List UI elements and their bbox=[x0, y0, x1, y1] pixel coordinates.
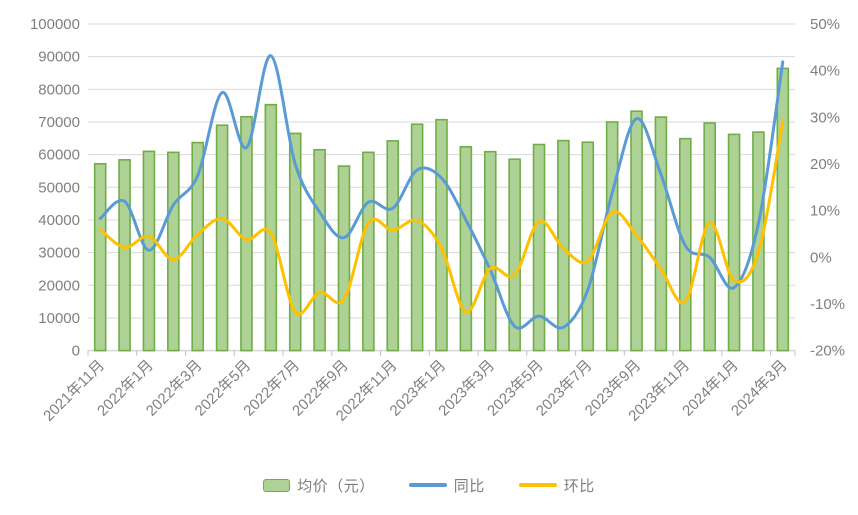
yoy-line[interactable] bbox=[98, 54, 785, 330]
legend-bar-swatch bbox=[263, 478, 291, 492]
price-bar[interactable] bbox=[118, 159, 131, 352]
left-axis-tick-label: 40000 bbox=[38, 212, 80, 229]
left-axis-tick-label: 60000 bbox=[38, 147, 80, 164]
combo-chart-plot: 1000009000080000700006000050000400003000… bbox=[30, 16, 845, 425]
legend-item-price[interactable]: 均价（元） bbox=[263, 475, 375, 496]
price-bar[interactable] bbox=[459, 146, 473, 352]
price-bar[interactable] bbox=[605, 121, 619, 352]
price-bar[interactable] bbox=[776, 67, 790, 352]
price-bar[interactable] bbox=[386, 140, 400, 352]
price-bar[interactable] bbox=[703, 122, 716, 352]
right-axis-tick-label: 50% bbox=[810, 16, 840, 33]
price-bar[interactable] bbox=[630, 110, 643, 352]
left-axis-tick-label: 0 bbox=[72, 343, 80, 360]
legend-line-swatch bbox=[518, 483, 557, 487]
price-bar[interactable] bbox=[727, 133, 741, 352]
price-bar[interactable] bbox=[532, 143, 546, 352]
price-bar[interactable] bbox=[581, 141, 595, 352]
left-axis-tick-label: 90000 bbox=[38, 49, 80, 66]
left-axis-tick-label: 10000 bbox=[38, 310, 80, 327]
price-bar[interactable] bbox=[264, 103, 278, 352]
price-bar[interactable] bbox=[483, 150, 497, 352]
left-axis-tick-label: 50000 bbox=[38, 179, 80, 196]
price-bar[interactable] bbox=[557, 139, 570, 352]
right-axis-tick-label: 0% bbox=[810, 249, 832, 266]
legend-label-price: 均价（元） bbox=[297, 477, 375, 495]
price-bar[interactable] bbox=[362, 151, 375, 352]
right-axis-tick-label: 10% bbox=[810, 203, 840, 220]
right-axis-tick-label: 30% bbox=[810, 109, 840, 126]
legend-line-swatch bbox=[408, 483, 447, 487]
legend-item-mom[interactable]: 环比 bbox=[518, 475, 595, 496]
right-axis-tick-label: 40% bbox=[810, 63, 840, 80]
left-axis-tick-label: 30000 bbox=[38, 245, 80, 262]
left-axis-tick-label: 20000 bbox=[38, 277, 80, 294]
right-axis-tick-label: -20% bbox=[810, 343, 845, 360]
left-axis-tick-label: 70000 bbox=[38, 114, 80, 131]
price-bar[interactable] bbox=[435, 118, 448, 352]
legend-label-mom: 环比 bbox=[563, 477, 595, 495]
chart-legend: 均价（元） 同比 环比 bbox=[0, 460, 858, 510]
right-axis-tick-label: 20% bbox=[810, 156, 840, 173]
mom-line[interactable] bbox=[98, 120, 785, 316]
price-bar[interactable] bbox=[410, 123, 424, 352]
price-bar[interactable] bbox=[313, 148, 326, 352]
price-bar[interactable] bbox=[654, 116, 668, 352]
price-bar[interactable] bbox=[191, 141, 205, 352]
price-bar[interactable] bbox=[215, 124, 229, 352]
price-bar[interactable] bbox=[240, 115, 253, 352]
right-axis-tick-label: -10% bbox=[810, 296, 845, 313]
price-bar[interactable] bbox=[288, 132, 302, 352]
legend-item-yoy[interactable]: 同比 bbox=[408, 475, 485, 496]
price-bar[interactable] bbox=[508, 158, 521, 352]
left-axis-tick-label: 80000 bbox=[38, 81, 80, 98]
price-bar[interactable] bbox=[93, 162, 107, 352]
price-bar[interactable] bbox=[167, 151, 180, 352]
legend-label-yoy: 同比 bbox=[453, 477, 485, 495]
price-bar[interactable] bbox=[337, 165, 351, 352]
x-axis-tick-label: 2021年11月 bbox=[40, 357, 108, 425]
left-axis-tick-label: 100000 bbox=[30, 16, 80, 33]
